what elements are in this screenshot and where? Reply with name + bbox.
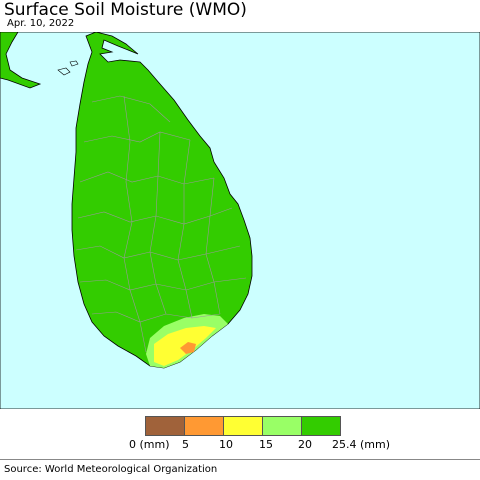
india-coast bbox=[0, 32, 42, 89]
footer-divider bbox=[0, 459, 480, 460]
islands bbox=[57, 60, 79, 76]
legend-tick-label: 20 bbox=[298, 438, 312, 451]
legend-start-label: 0 (mm) bbox=[129, 438, 170, 451]
legend-labels: 0 (mm) 5 10 15 20 25.4 (mm) bbox=[0, 438, 480, 452]
moisture-zone-5-10 bbox=[180, 342, 196, 354]
legend-end-label: 25.4 (mm) bbox=[332, 438, 391, 451]
legend-tick-label: 10 bbox=[219, 438, 233, 451]
legend-swatch bbox=[262, 416, 302, 436]
soil-moisture-map bbox=[0, 32, 480, 409]
date-label: Apr. 10, 2022 bbox=[7, 18, 75, 29]
source-credit: Source: World Meteorological Organizatio… bbox=[4, 464, 218, 475]
legend-swatch bbox=[223, 416, 263, 436]
legend-color-bar bbox=[145, 416, 341, 436]
legend-swatch bbox=[184, 416, 224, 436]
legend-swatch bbox=[145, 416, 185, 436]
legend-tick-label: 15 bbox=[259, 438, 273, 451]
legend-swatch bbox=[301, 416, 341, 436]
legend-tick-label: 5 bbox=[182, 438, 189, 451]
page-title: Surface Soil Moisture (WMO) bbox=[4, 0, 247, 20]
district-boundaries bbox=[75, 95, 247, 353]
